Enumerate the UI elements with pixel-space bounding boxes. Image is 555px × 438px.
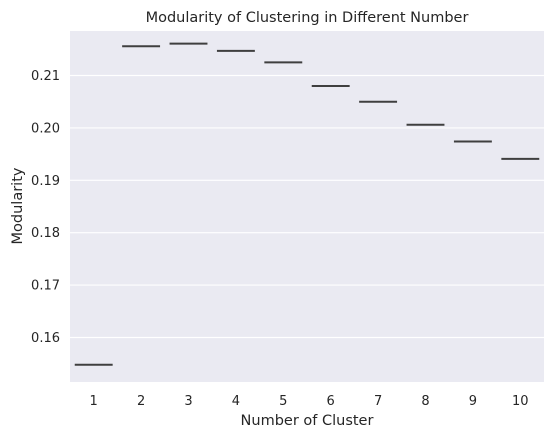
x-tick-label: 7 bbox=[374, 394, 382, 409]
y-tick-label: 0.18 bbox=[31, 226, 60, 241]
y-tick-labels: 0.16 0.17 0.18 0.19 0.20 0.21 bbox=[31, 69, 60, 346]
y-tick-label: 0.21 bbox=[31, 69, 60, 84]
x-tick-label: 9 bbox=[469, 394, 477, 409]
x-tick-label: 3 bbox=[184, 394, 192, 409]
y-tick-label: 0.20 bbox=[31, 121, 60, 136]
x-axis-label: Number of Cluster bbox=[241, 413, 374, 429]
chart-title: Modularity of Clustering in Different Nu… bbox=[146, 10, 469, 26]
y-tick-label: 0.17 bbox=[31, 279, 60, 294]
x-tick-label: 10 bbox=[512, 394, 529, 409]
grid bbox=[70, 74, 544, 339]
x-tick-labels: 1 2 3 4 5 6 7 8 9 10 bbox=[90, 394, 529, 409]
y-axis-label: Modularity bbox=[10, 167, 26, 244]
x-tick-label: 2 bbox=[137, 394, 145, 409]
y-tick-label: 0.19 bbox=[31, 174, 60, 189]
x-tick-label: 8 bbox=[421, 394, 429, 409]
x-tick-label: 1 bbox=[90, 394, 98, 409]
y-tick-label: 0.16 bbox=[31, 331, 60, 346]
data-marks bbox=[74, 42, 540, 366]
x-tick-label: 5 bbox=[279, 394, 287, 409]
x-tick-label: 6 bbox=[327, 394, 335, 409]
x-tick-label: 4 bbox=[232, 394, 240, 409]
plot-area bbox=[70, 31, 544, 382]
